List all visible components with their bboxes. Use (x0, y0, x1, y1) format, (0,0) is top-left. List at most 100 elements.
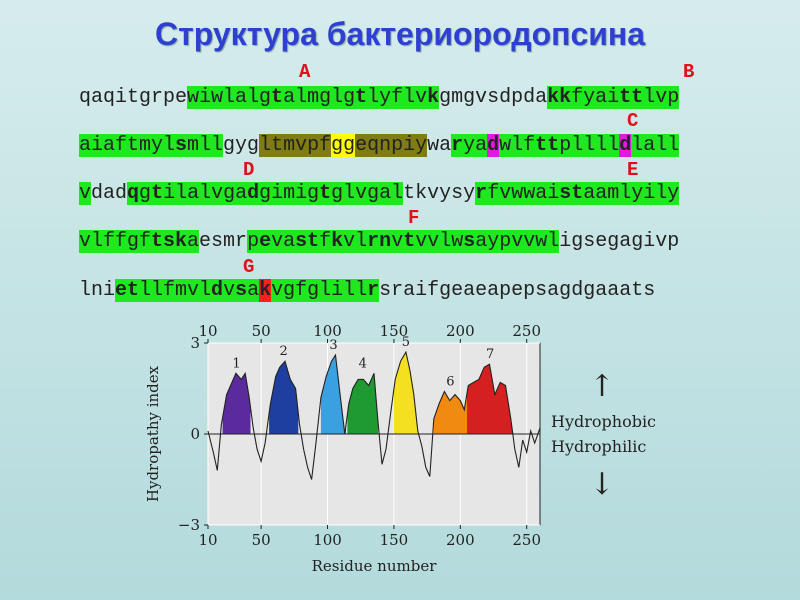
sequence-line-5: lnietllfmvldvsakvgfglillrsraifgeaeapepsa… (79, 279, 655, 303)
x-tick-label-bottom: 150 (380, 531, 409, 549)
residue-segment: llfmvl (139, 279, 212, 302)
helix-fill-6 (433, 391, 467, 434)
sequence-line-1: qaqitgrpewiwlalgtalmglgtlyflvkgmgvsdpdak… (79, 86, 680, 110)
residue-segment: r (367, 279, 380, 302)
residue-segment: ilalvga (163, 182, 248, 205)
residue-segment: gmgvsdpda (439, 86, 548, 109)
helix-label-g: G (243, 256, 255, 278)
residue-segment: gg (331, 134, 356, 157)
residue-segment: esmr (199, 230, 248, 253)
helix-fill-5 (393, 352, 418, 434)
residue-segment: t (151, 182, 164, 205)
residue-segment: lall (631, 134, 680, 157)
residue-segment: v (79, 182, 92, 205)
helix-label-b: B (683, 61, 695, 83)
residue-segment: f (319, 230, 332, 253)
residue-segment: a (187, 230, 200, 253)
helix-fill-7 (467, 364, 514, 434)
residue-segment: vvlw (415, 230, 464, 253)
x-tick-label-top: 100 (313, 322, 342, 340)
helix-number: 1 (232, 356, 240, 371)
residue-segment: a (247, 279, 260, 302)
residue-segment: almglg (283, 86, 356, 109)
sequence-line-4: vlffgftskaesmrpevastfkvlrnvtvvlwsaypvvwl… (79, 230, 679, 254)
residue-segment: ya (463, 134, 488, 157)
x-tick-label-top: 200 (446, 322, 475, 340)
hydrophobic-label: Hydrophobic (551, 412, 656, 431)
residue-segment: rn (367, 230, 392, 253)
residue-segment: t (319, 182, 332, 205)
residue-segment: t (403, 230, 416, 253)
hydropathy-chart: 1 2 3 4 5 6 7 10 50 100 150 200 250 10 50 100 150 200 25… (144, 322, 656, 575)
residue-segment: aiaftmyl (79, 134, 176, 157)
residue-segment: k (259, 279, 272, 302)
residue-segment: aypvvwl (475, 230, 560, 253)
helix-numbers: 1 2 3 4 5 6 7 (232, 335, 494, 389)
x-tick-label-top: 150 (380, 322, 409, 340)
residue-segment: fvwwai (487, 182, 560, 205)
residue-segment: kk (547, 86, 572, 109)
residue-segment: eqnpiy (355, 134, 428, 157)
residue-segment: s (235, 279, 248, 302)
residue-segment: d (247, 182, 260, 205)
residue-segment: sraifgeaeapepsagdgaaats (379, 279, 656, 302)
residue-segment: k (427, 86, 440, 109)
residue-segment: d (487, 134, 500, 157)
up-arrow-icon: ↑ (589, 369, 614, 404)
helix-label-c: C (627, 110, 639, 132)
residue-segment: r (451, 134, 464, 157)
residue-segment: wlf (499, 134, 536, 157)
helix-label-d: D (243, 159, 255, 181)
residue-segment: q (127, 182, 140, 205)
y-tick-label: 0 (190, 425, 200, 443)
residue-segment: qaqitgrpe (79, 86, 188, 109)
residue-segment: wa (427, 134, 452, 157)
residue-segment: g (139, 182, 152, 205)
x-tick-label-bottom: 250 (512, 531, 541, 549)
helix-fill-2 (269, 361, 299, 434)
residue-segment: gimig (259, 182, 320, 205)
residue-segment: i (559, 230, 572, 253)
x-tick-label-bottom: 100 (313, 531, 342, 549)
residue-segment: k (331, 230, 344, 253)
residue-segment: tt (535, 134, 560, 157)
residue-segment: vgfglill (271, 279, 368, 302)
residue-segment: gsegagivp (571, 230, 680, 253)
y-axis-label: Hydropathy index (144, 365, 162, 502)
residue-segment: t (271, 86, 284, 109)
residue-segment: wiwlalg (187, 86, 272, 109)
residue-segment: gyg (223, 134, 260, 157)
residue-segment: lni (79, 279, 116, 302)
residue-segment: tsk (151, 230, 188, 253)
x-tick-label-top: 50 (252, 322, 271, 340)
residue-segment: t (355, 86, 368, 109)
residue-segment: v (223, 279, 236, 302)
helix-label-a: A (299, 61, 311, 83)
hydropathy-profile-line (207, 350, 541, 480)
residue-segment: et (115, 279, 140, 302)
x-ticks-bottom: 10 50 100 150 200 250 (198, 525, 541, 549)
residue-segment: d (211, 279, 224, 302)
x-tick-label-bottom: 200 (446, 531, 475, 549)
y-tick-label: −3 (178, 516, 200, 534)
residue-segment: st (295, 230, 320, 253)
helix-number: 5 (402, 335, 410, 350)
residue-segment: vlffgf (79, 230, 152, 253)
residue-segment: d (619, 134, 632, 157)
helix-number: 7 (486, 347, 494, 362)
helix-fill-4 (347, 373, 378, 434)
sequence-line-2: aiaftmylsmllgygltmvpfggeqnpiywaryadwlftt… (79, 134, 680, 158)
x-tick-label-bottom: 50 (252, 531, 271, 549)
residue-segment: lyflv (367, 86, 428, 109)
x-axis-label: Residue number (312, 557, 438, 575)
x-ticks-top: 10 50 100 150 200 250 (198, 322, 541, 343)
helix-number: 2 (280, 344, 288, 359)
slide-title: Структура бактериородопсина (154, 16, 646, 52)
residue-segment: v (391, 230, 404, 253)
residue-segment: s (175, 134, 188, 157)
residue-segment: s (463, 230, 476, 253)
helix-number: 3 (329, 338, 337, 353)
hydrophilic-label: Hydrophilic (551, 437, 646, 456)
residue-segment: tt (619, 86, 644, 109)
residue-segment: glvgal (331, 182, 404, 205)
